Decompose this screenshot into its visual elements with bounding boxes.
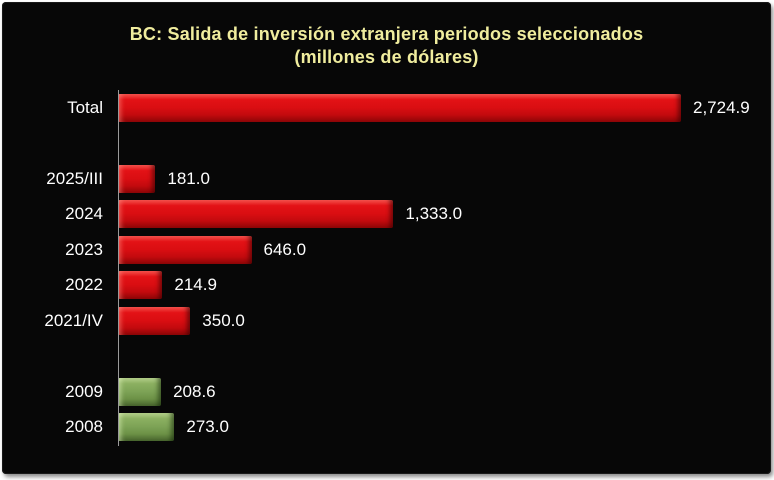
chart-title-line1: BC: Salida de inversión extranjera perio… (129, 24, 644, 44)
category-label: 2022 (65, 275, 103, 295)
category-label: 2025/III (46, 168, 103, 188)
value-label: 2,724.9 (693, 97, 750, 117)
data-bar (118, 235, 252, 264)
data-bar (118, 413, 175, 442)
bar-row: Total 2,724.9 (2, 90, 771, 126)
bar-row: 2022 214.9 (2, 268, 771, 304)
category-label: 2009 (65, 381, 103, 401)
bar-row: 2025/III 181.0 (2, 161, 771, 197)
category-axis-line (118, 90, 119, 446)
category-label: 2008 (65, 417, 103, 437)
data-bar (118, 200, 394, 229)
data-bar (118, 271, 163, 300)
chart-title-line2: (millones de dólares) (294, 47, 479, 67)
bar-rows-container: Total 2,724.9 2025/III 181.0 2024 1,333.… (2, 90, 771, 445)
bar-row: 2024 1,333.0 (2, 197, 771, 233)
chart-panel: BC: Salida de inversión extranjera perio… (2, 2, 771, 474)
value-label: 350.0 (202, 310, 245, 330)
bar-row: 2008 273.0 (2, 410, 771, 446)
value-label: 273.0 (186, 417, 229, 437)
data-bar (118, 377, 162, 406)
bar-row: 2009 208.6 (2, 374, 771, 410)
data-bar (118, 164, 156, 193)
data-bar (118, 93, 681, 122)
plot-area: Total 2,724.9 2025/III 181.0 2024 1,333.… (2, 90, 771, 446)
value-label: 208.6 (173, 381, 216, 401)
bar-row: 2021/IV 350.0 (2, 303, 771, 339)
category-label: 2023 (65, 239, 103, 259)
bar-row: 2023 646.0 (2, 232, 771, 268)
value-label: 646.0 (263, 239, 307, 259)
data-bar (118, 306, 191, 335)
value-label: 1,333.0 (405, 204, 463, 224)
category-label: Total (67, 97, 103, 117)
value-label: 181.0 (167, 168, 210, 188)
chart-title: BC: Salida de inversión extranjera perio… (2, 2, 771, 69)
category-label: 2024 (65, 204, 103, 224)
value-label: 214.9 (174, 275, 217, 295)
category-label: 2021/IV (44, 310, 103, 330)
